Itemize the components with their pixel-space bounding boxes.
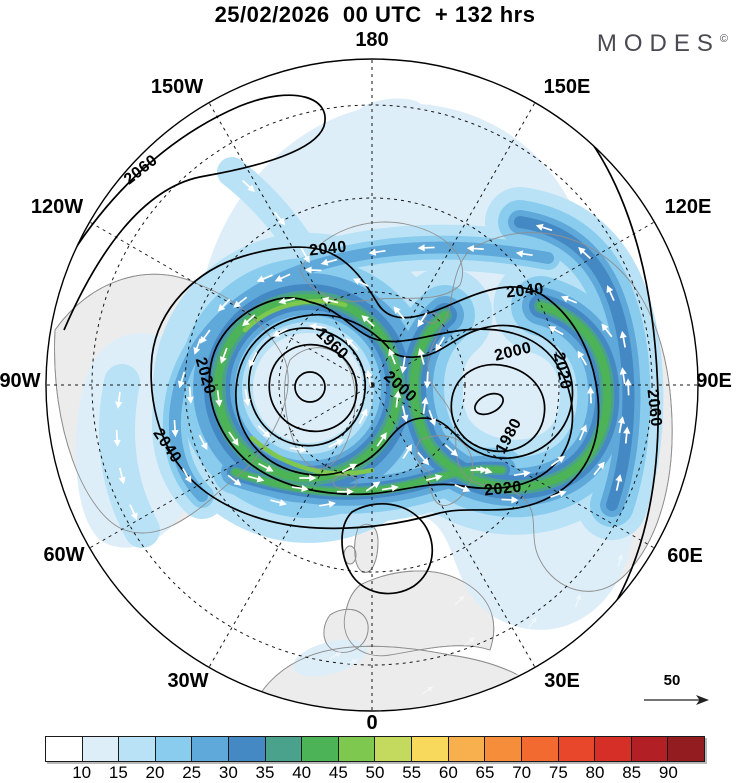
colorbar-tick: 10 [72,763,91,783]
colorbar-tick: 15 [109,763,128,783]
colorbar-tick: 45 [329,763,348,783]
colorbar-tick: 55 [402,763,421,783]
reference-arrow-label: 50 [664,672,681,689]
colorbar-cell [595,737,632,761]
colorbar-cell [266,737,303,761]
colorbar-cell [668,737,704,761]
longitude-label: 90E [696,370,732,392]
colorbar-cell [46,737,83,761]
longitude-label: 90W [0,370,41,392]
longitude-label: 120W [31,196,83,218]
colorbar-tick: 60 [439,763,458,783]
colorbar-cell [412,737,449,761]
colorbar [45,736,705,762]
colorbar-cell [339,737,376,761]
wind-arrow [579,638,591,653]
colorbar-tick: 90 [659,763,678,783]
longitude-label: 0 [366,712,377,734]
colorbar-cell [119,737,156,761]
colorbar-tick: 80 [586,763,605,783]
colorbar-tick: 50 [366,763,385,783]
colorbar-tick: 30 [219,763,238,783]
colorbar-tick: 85 [622,763,641,783]
colorbar-tick: 20 [146,763,165,783]
colorbar-tick: 40 [292,763,311,783]
longitude-label: 30E [544,670,580,692]
colorbar-cell [632,737,669,761]
colorbar-tick: 65 [476,763,495,783]
colorbar-tick: 25 [182,763,201,783]
colorbar-tick: 75 [549,763,568,783]
colorbar-cell [485,737,522,761]
longitude-label: 60E [667,545,703,567]
colorbar-cell [229,737,266,761]
longitude-label: 120E [665,196,712,218]
colorbar-cell [83,737,120,761]
colorbar-tick-labels: 10 15 20 25 30 35 40 45 50 55 60 65 70 75 80 85 90 [0,763,750,782]
longitude-label: 30W [167,670,208,692]
colorbar-cell [375,737,412,761]
colorbar-cell [192,737,229,761]
longitude-label: 180 [355,29,388,51]
colorbar-cell [156,737,193,761]
colorbar-cell [302,737,339,761]
colorbar-cell [559,737,596,761]
colorbar-tick: 35 [256,763,275,783]
colorbar-cell [522,737,559,761]
longitude-label: 150E [544,76,591,98]
longitude-label: 60W [43,544,84,566]
colorbar-tick: 70 [512,763,531,783]
longitude-label: 150W [151,76,203,98]
colorbar-cell [449,737,486,761]
reference-arrow: 50 [644,672,709,705]
